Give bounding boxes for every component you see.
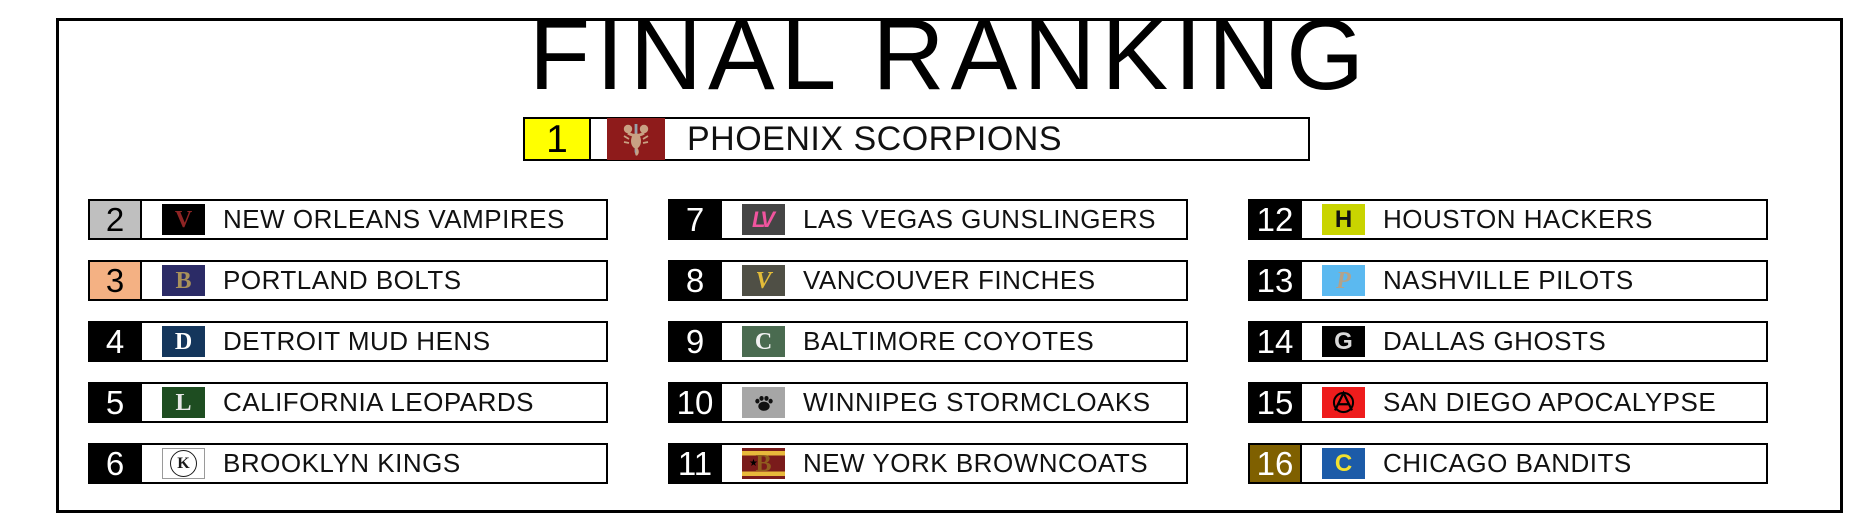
team-name: DETROIT MUD HENS [223,326,491,356]
team-name: CALIFORNIA LEOPARDS [223,387,534,417]
logo-letter: V [174,206,193,233]
team-name: PORTLAND BOLTS [223,265,462,295]
lightning-b-icon: B [162,265,205,296]
rank-badge: 16 [1250,445,1302,482]
logo-letter: H [1334,205,1353,233]
rank-badge: 13 [1250,262,1302,299]
winged-p-icon: P [1322,265,1365,296]
rank-badge: 9 [670,323,722,360]
ranking-row-12: 12 H HOUSTON HACKERS [1248,199,1768,240]
team-name: VANCOUVER FINCHES [803,265,1096,295]
ranking-column-3: 12 H HOUSTON HACKERS 13 P NASHVILLE PILO… [1248,199,1768,484]
team-name: SAN DIEGO APOCALYPSE [1383,387,1717,417]
rank-badge: 15 [1250,384,1302,421]
anarchy-a-icon [1322,387,1365,418]
rank-badge: 1 [525,119,591,159]
ranking-row-13: 13 P NASHVILLE PILOTS [1248,260,1768,301]
team-name: NASHVILLE PILOTS [1383,265,1634,295]
logo-letter: C [754,328,773,355]
gothic-d-icon: D [162,326,205,357]
ranking-row-2: 2 V NEW ORLEANS VAMPIRES [88,199,608,240]
scorpion-icon [607,118,665,160]
team-name: BALTIMORE COYOTES [803,326,1095,356]
logo-letter: P [1336,267,1351,294]
page-title: FINAL RANKING [528,0,1371,111]
team-name: NEW ORLEANS VAMPIRES [223,204,565,234]
bandit-c-icon: C [1322,448,1365,479]
ranking-row-10: 10 WINNIPEG STORMCLOAKS [668,382,1188,423]
team-name: NEW YORK BROWNCOATS [803,448,1149,478]
ranking-row-16: 16 C CHICAGO BANDITS [1248,443,1768,484]
ranking-row-8: 8 V VANCOUVER FINCHES [668,260,1188,301]
team-name: CHICAGO BANDITS [1383,448,1632,478]
leopard-l-icon: L [162,387,205,418]
rank-badge: 2 [90,201,142,238]
rank-badge: 4 [90,323,142,360]
ranking-row-1: 1 PHOENIX SCORPIONS [523,117,1310,161]
ranking-row-7: 7 LV LAS VEGAS GUNSLINGERS [668,199,1188,240]
team-name: HOUSTON HACKERS [1383,204,1653,234]
ranking-row-15: 15 SAN DIEGO APOCALYPSE [1248,382,1768,423]
lv-monogram-icon: LV [742,204,785,235]
rank-badge: 3 [90,262,142,299]
logo-letter: G [1334,327,1353,355]
crowned-k-icon: K [162,448,205,479]
bear-paw-icon [742,387,785,418]
ranking-row-3: 3 B PORTLAND BOLTS [88,260,608,301]
coyote-c-icon: C [742,326,785,357]
logo-letter: B [175,267,192,294]
ranking-row-4: 4 D DETROIT MUD HENS [88,321,608,362]
circled-k-glyph: K [170,450,197,477]
ranking-row-14: 14 G DALLAS GHOSTS [1248,321,1768,362]
script-v-icon: V [742,265,785,296]
ranking-column-1: 2 V NEW ORLEANS VAMPIRES 3 B PORTLAND BO… [88,199,608,484]
vampire-v-icon: V [162,204,205,235]
ranking-frame: FINAL RANKING 1 PHOENIX SCORPIONS 2 V NE… [56,5,1843,513]
rank-badge: 6 [90,445,142,482]
ranking-row-6: 6 K BROOKLYN KINGS [88,443,608,484]
team-name: PHOENIX SCORPIONS [687,119,1063,158]
team-name: WINNIPEG STORMCLOAKS [803,387,1151,417]
team-name: BROOKLYN KINGS [223,448,461,478]
logo-letter: V [755,267,772,294]
logo-letter: LV [752,206,775,232]
logo-letter: C [1334,449,1353,477]
ranking-row-9: 9 C BALTIMORE COYOTES [668,321,1188,362]
rank-badge: 10 [670,384,722,421]
logo-letter: B [755,450,772,477]
rank-badge: 8 [670,262,722,299]
star-glyph: ★ [749,457,758,469]
ranking-row-5: 5 L CALIFORNIA LEOPARDS [88,382,608,423]
ranking-column-2: 7 LV LAS VEGAS GUNSLINGERS 8 V VANCOUVER… [668,199,1188,484]
logo-letter: D [174,328,193,355]
rank-badge: 7 [670,201,722,238]
browncoat-b-icon: B ★ [742,448,785,479]
rank-badge: 12 [1250,201,1302,238]
team-name: DALLAS GHOSTS [1383,326,1607,356]
ghost-g-icon: G [1322,326,1365,357]
rank-badge: 14 [1250,323,1302,360]
logo-letter: L [175,389,192,416]
hacker-h-icon: H [1322,204,1365,235]
ranking-row-11: 11 B ★ NEW YORK BROWNCOATS [668,443,1188,484]
team-name: LAS VEGAS GUNSLINGERS [803,204,1156,234]
rank-badge: 5 [90,384,142,421]
rank-badge: 11 [670,445,722,482]
